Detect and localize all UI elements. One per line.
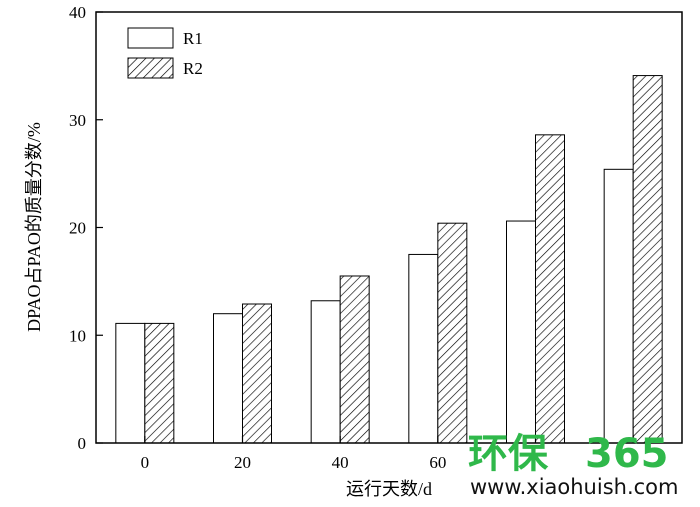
x-tick-label-40: 40	[332, 453, 349, 472]
x-axis-label: 运行天数/d	[346, 479, 432, 499]
bar-r1-day-60	[408, 253, 439, 444]
bar-r1-day-100	[603, 168, 634, 444]
bar-r2-day-100	[632, 75, 663, 444]
legend: R1 R2	[127, 27, 203, 79]
bar-r2-day-80	[535, 134, 565, 444]
legend-swatch-r1	[127, 27, 174, 49]
y-axis: 0 10 20 30 40	[69, 3, 103, 453]
watermark-number: 365	[585, 431, 669, 477]
x-tick-label-20: 20	[234, 453, 251, 472]
bar-r2-day-40	[339, 275, 370, 444]
bar-r1-day-80	[506, 220, 536, 444]
legend-swatch-r2	[127, 57, 174, 79]
watermark-logo: 环保 365 www.xiaohuish.com	[468, 431, 678, 499]
bar-r1-day-40	[310, 300, 341, 444]
bars-group	[115, 75, 663, 444]
bar-r1-day-0	[115, 322, 146, 444]
bar-r2-day-0	[144, 322, 175, 444]
bar-r2-day-20	[242, 303, 272, 444]
x-tick-label-60: 60	[429, 453, 446, 472]
legend-label-r1: R1	[183, 29, 203, 48]
x-tick-label-0: 0	[141, 453, 150, 472]
watermark-cn-text: 环保	[468, 431, 549, 477]
bar-r1-day-20	[213, 313, 243, 444]
y-tick-label-30: 30	[69, 111, 86, 130]
y-axis-label: DPAO占PAO的质量分数/%	[24, 122, 44, 332]
y-tick-label-40: 40	[69, 3, 86, 22]
y-tick-label-20: 20	[69, 219, 86, 238]
watermark-url: www.xiaohuish.com	[470, 475, 678, 499]
legend-label-r2: R2	[183, 59, 203, 78]
x-axis: 0 20 40 60	[141, 436, 634, 472]
y-tick-label-0: 0	[78, 434, 87, 453]
bar-r2-day-60	[437, 222, 468, 444]
y-tick-label-10: 10	[69, 326, 86, 345]
